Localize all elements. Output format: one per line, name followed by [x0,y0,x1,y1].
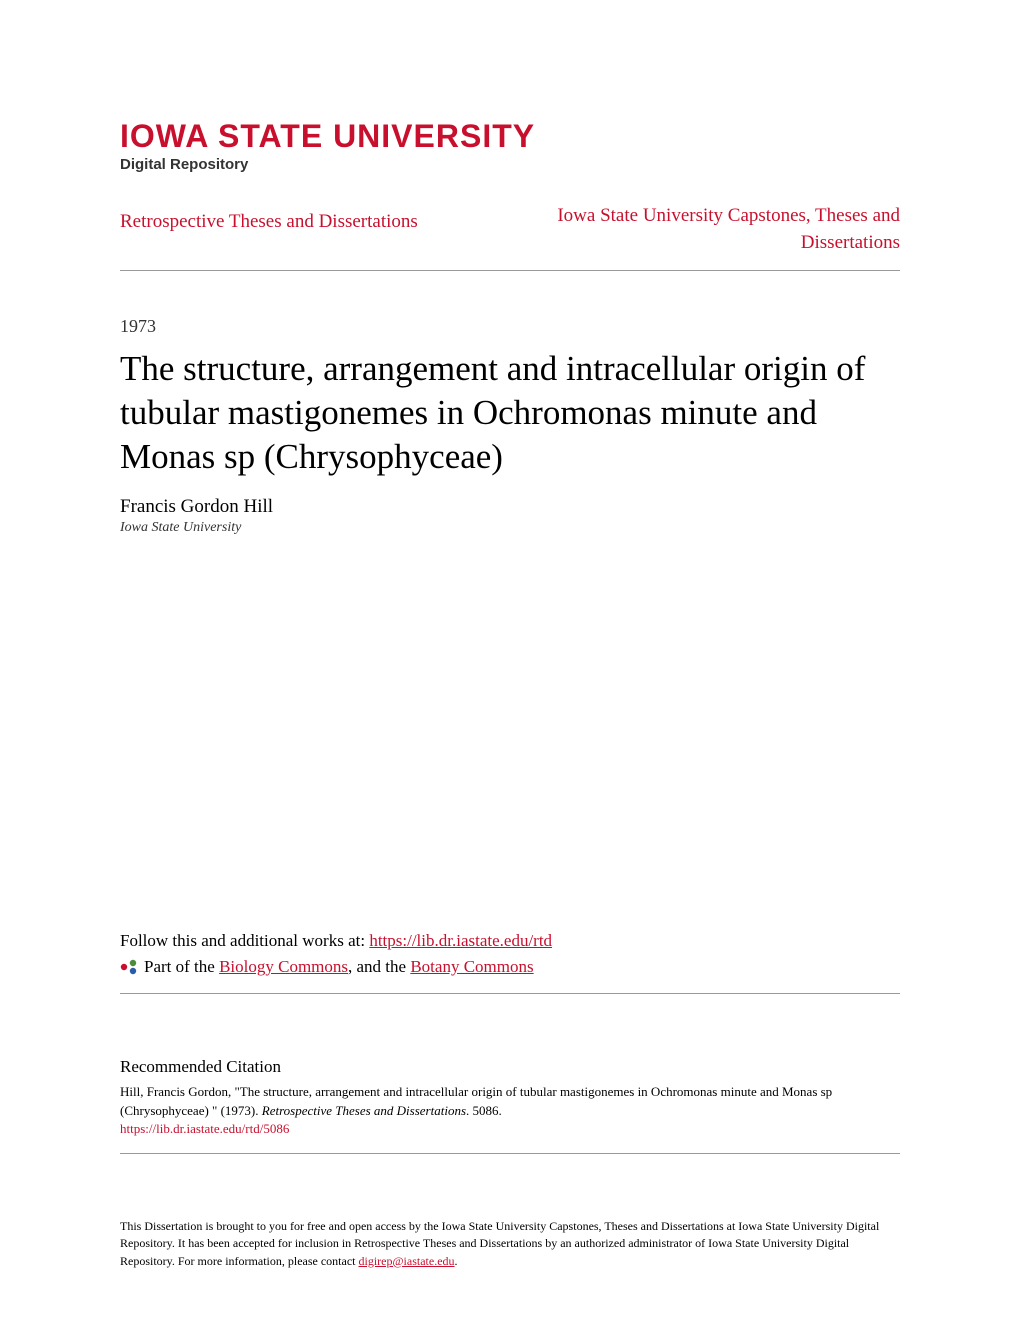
follow-line: Follow this and additional works at: htt… [120,931,900,951]
citation-italic: Retrospective Theses and Dissertations [262,1103,466,1118]
footer-email-link[interactable]: digirep@iastate.edu [359,1254,455,1268]
logo-block: IOWA STATE UNIVERSITY Digital Repository [120,120,900,173]
citation-text: Hill, Francis Gordon, "The structure, ar… [120,1083,900,1121]
citation-url-link[interactable]: https://lib.dr.iastate.edu/rtd/5086 [120,1121,900,1137]
network-icon [120,958,138,976]
footer-part1: This Dissertation is brought to you for … [120,1219,879,1268]
repository-subtitle: Digital Repository [120,156,900,173]
author-name: Francis Gordon Hill [120,496,900,518]
follow-url-link[interactable]: https://lib.dr.iastate.edu/rtd [369,931,552,950]
divider-bottom [120,1153,900,1154]
commons-and: , and the [348,957,410,976]
network-line: Part of the Biology Commons, and the Bot… [120,957,900,977]
header-row: Retrospective Theses and Dissertations I… [120,203,900,271]
footer-text: This Dissertation is brought to you for … [120,1218,900,1270]
network-prefix: Part of the [144,957,219,976]
biology-commons-link[interactable]: Biology Commons [219,957,348,976]
collection-link-left[interactable]: Retrospective Theses and Dissertations [120,203,418,233]
follow-section: Follow this and additional works at: htt… [120,931,900,1010]
citation-part2: . 5086. [466,1103,502,1118]
footer-part2: . [455,1254,458,1268]
footer-section: This Dissertation is brought to you for … [120,1218,900,1270]
follow-prefix: Follow this and additional works at: [120,931,369,950]
citation-heading: Recommended Citation [120,1057,900,1077]
divider [120,993,900,994]
citation-section: Recommended Citation Hill, Francis Gordo… [120,1057,900,1170]
author-affiliation: Iowa State University [120,520,900,536]
publication-year: 1973 [120,316,900,337]
botany-commons-link[interactable]: Botany Commons [410,957,533,976]
paper-title: The structure, arrangement and intracell… [120,347,900,478]
university-name: IOWA STATE UNIVERSITY [120,120,900,152]
collection-link-right[interactable]: Iowa State University Capstones, Theses … [520,203,900,256]
